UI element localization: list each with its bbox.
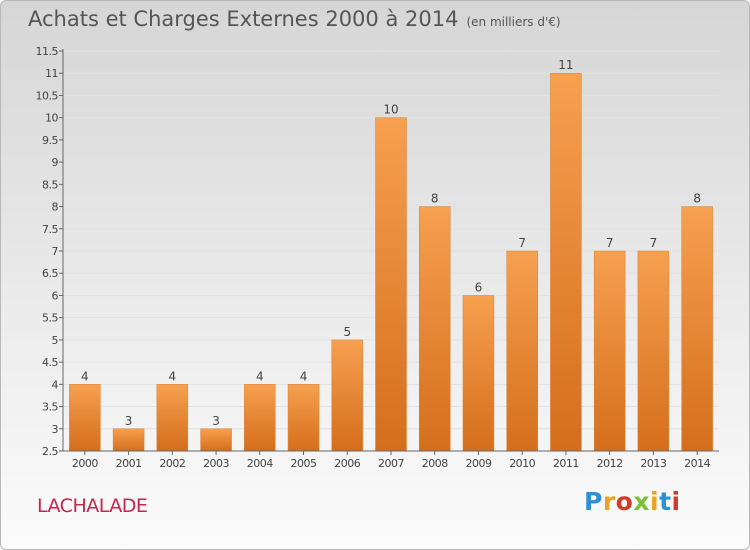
x-tick-label: 2002 bbox=[159, 457, 185, 470]
bar[interactable] bbox=[287, 384, 320, 452]
data-label: 8 bbox=[431, 192, 439, 206]
x-tick-label: 2011 bbox=[553, 457, 579, 470]
data-label: 7 bbox=[518, 236, 526, 250]
bar[interactable] bbox=[331, 339, 364, 452]
data-label: 4 bbox=[169, 369, 177, 383]
bar[interactable] bbox=[681, 206, 713, 452]
y-tick-label: 4 bbox=[52, 378, 59, 391]
data-label: 3 bbox=[212, 414, 220, 428]
bar[interactable] bbox=[244, 384, 276, 452]
y-tick-label: 8.5 bbox=[42, 178, 58, 191]
logo-letter: i bbox=[650, 487, 660, 516]
x-tick-label: 2014 bbox=[684, 457, 710, 470]
y-tick-label: 11.5 bbox=[36, 45, 59, 58]
y-tick-label: 7.5 bbox=[42, 223, 58, 236]
chart-title: Achats et Charges Externes 2000 à 2014 (e… bbox=[28, 7, 561, 31]
y-tick-label: 5.5 bbox=[42, 312, 58, 325]
axes: 2.5 3 3.5 4 4.5 5 5.5 6 6.5 7 7.5 8 8.5 9 9.5 10 10.5 11 1… bbox=[36, 45, 719, 470]
y-tick-label: 6 bbox=[52, 289, 59, 302]
logo-letter: x bbox=[633, 487, 650, 516]
logo-letter: o bbox=[615, 487, 634, 516]
logo-letter: r bbox=[602, 487, 616, 516]
proxiti-logo[interactable]: Proxiti bbox=[584, 487, 681, 516]
bar[interactable] bbox=[200, 428, 232, 452]
x-tick-label: 2003 bbox=[203, 457, 229, 470]
data-label: 4 bbox=[256, 369, 264, 383]
x-tick-label: 2006 bbox=[334, 457, 360, 470]
x-tick-label: 2001 bbox=[116, 457, 142, 470]
x-tick-label: 2005 bbox=[291, 457, 317, 470]
x-tick-label: 2004 bbox=[247, 457, 273, 470]
y-tick-label: 9.5 bbox=[42, 134, 58, 147]
bars bbox=[69, 72, 713, 452]
data-label: 6 bbox=[475, 280, 483, 294]
bar[interactable] bbox=[69, 384, 101, 452]
y-tick-label: 8 bbox=[52, 201, 59, 214]
y-tick-label: 11 bbox=[45, 67, 58, 80]
bar[interactable] bbox=[156, 384, 189, 452]
data-labels: 4 3 4 3 4 4 5 10 8 6 7 11 7 7 8 bbox=[81, 58, 701, 428]
x-tick-label: 2013 bbox=[640, 457, 666, 470]
y-tick-label: 9 bbox=[52, 156, 59, 169]
y-tick-label: 6.5 bbox=[42, 267, 58, 280]
x-tick-label: 2007 bbox=[378, 457, 404, 470]
bar[interactable] bbox=[550, 72, 582, 452]
bar[interactable] bbox=[112, 428, 145, 452]
commune-name: LACHALADE bbox=[37, 495, 148, 517]
x-tick-label: 2008 bbox=[422, 457, 448, 470]
data-label: 10 bbox=[383, 103, 398, 117]
y-tick-label: 10.5 bbox=[36, 89, 59, 102]
x-tick-label: 2009 bbox=[465, 457, 491, 470]
logo-letter: P bbox=[584, 487, 603, 516]
data-label: 7 bbox=[650, 236, 658, 250]
title-text: Achats et Charges Externes 2000 à 2014 bbox=[28, 7, 459, 31]
bar[interactable] bbox=[462, 295, 495, 452]
x-tick-label: 2012 bbox=[597, 457, 623, 470]
y-tick-label: 5 bbox=[52, 334, 59, 347]
logo-letter: t bbox=[659, 487, 672, 516]
data-label: 11 bbox=[558, 58, 573, 72]
data-label: 4 bbox=[81, 369, 89, 383]
data-label: 5 bbox=[343, 325, 351, 339]
bar[interactable] bbox=[375, 117, 407, 452]
data-label: 8 bbox=[693, 192, 701, 206]
x-tick-label: 2000 bbox=[72, 457, 98, 470]
bar[interactable] bbox=[418, 206, 451, 452]
bar[interactable] bbox=[637, 250, 670, 452]
y-tick-label: 7 bbox=[52, 245, 59, 258]
data-label: 3 bbox=[125, 414, 133, 428]
y-tick-label: 10 bbox=[45, 112, 58, 125]
bar[interactable] bbox=[506, 250, 538, 452]
y-tick-label: 3 bbox=[52, 423, 59, 436]
x-tick-label: 2010 bbox=[509, 457, 535, 470]
bar[interactable] bbox=[593, 250, 626, 452]
logo-letter: i bbox=[671, 487, 681, 516]
data-label: 7 bbox=[606, 236, 614, 250]
data-label: 4 bbox=[300, 369, 308, 383]
y-tick-label: 3.5 bbox=[42, 401, 58, 414]
y-tick-label: 4.5 bbox=[42, 356, 58, 369]
y-tick-label: 2.5 bbox=[42, 445, 58, 458]
unit-label: (en milliers d'€) bbox=[466, 15, 561, 29]
